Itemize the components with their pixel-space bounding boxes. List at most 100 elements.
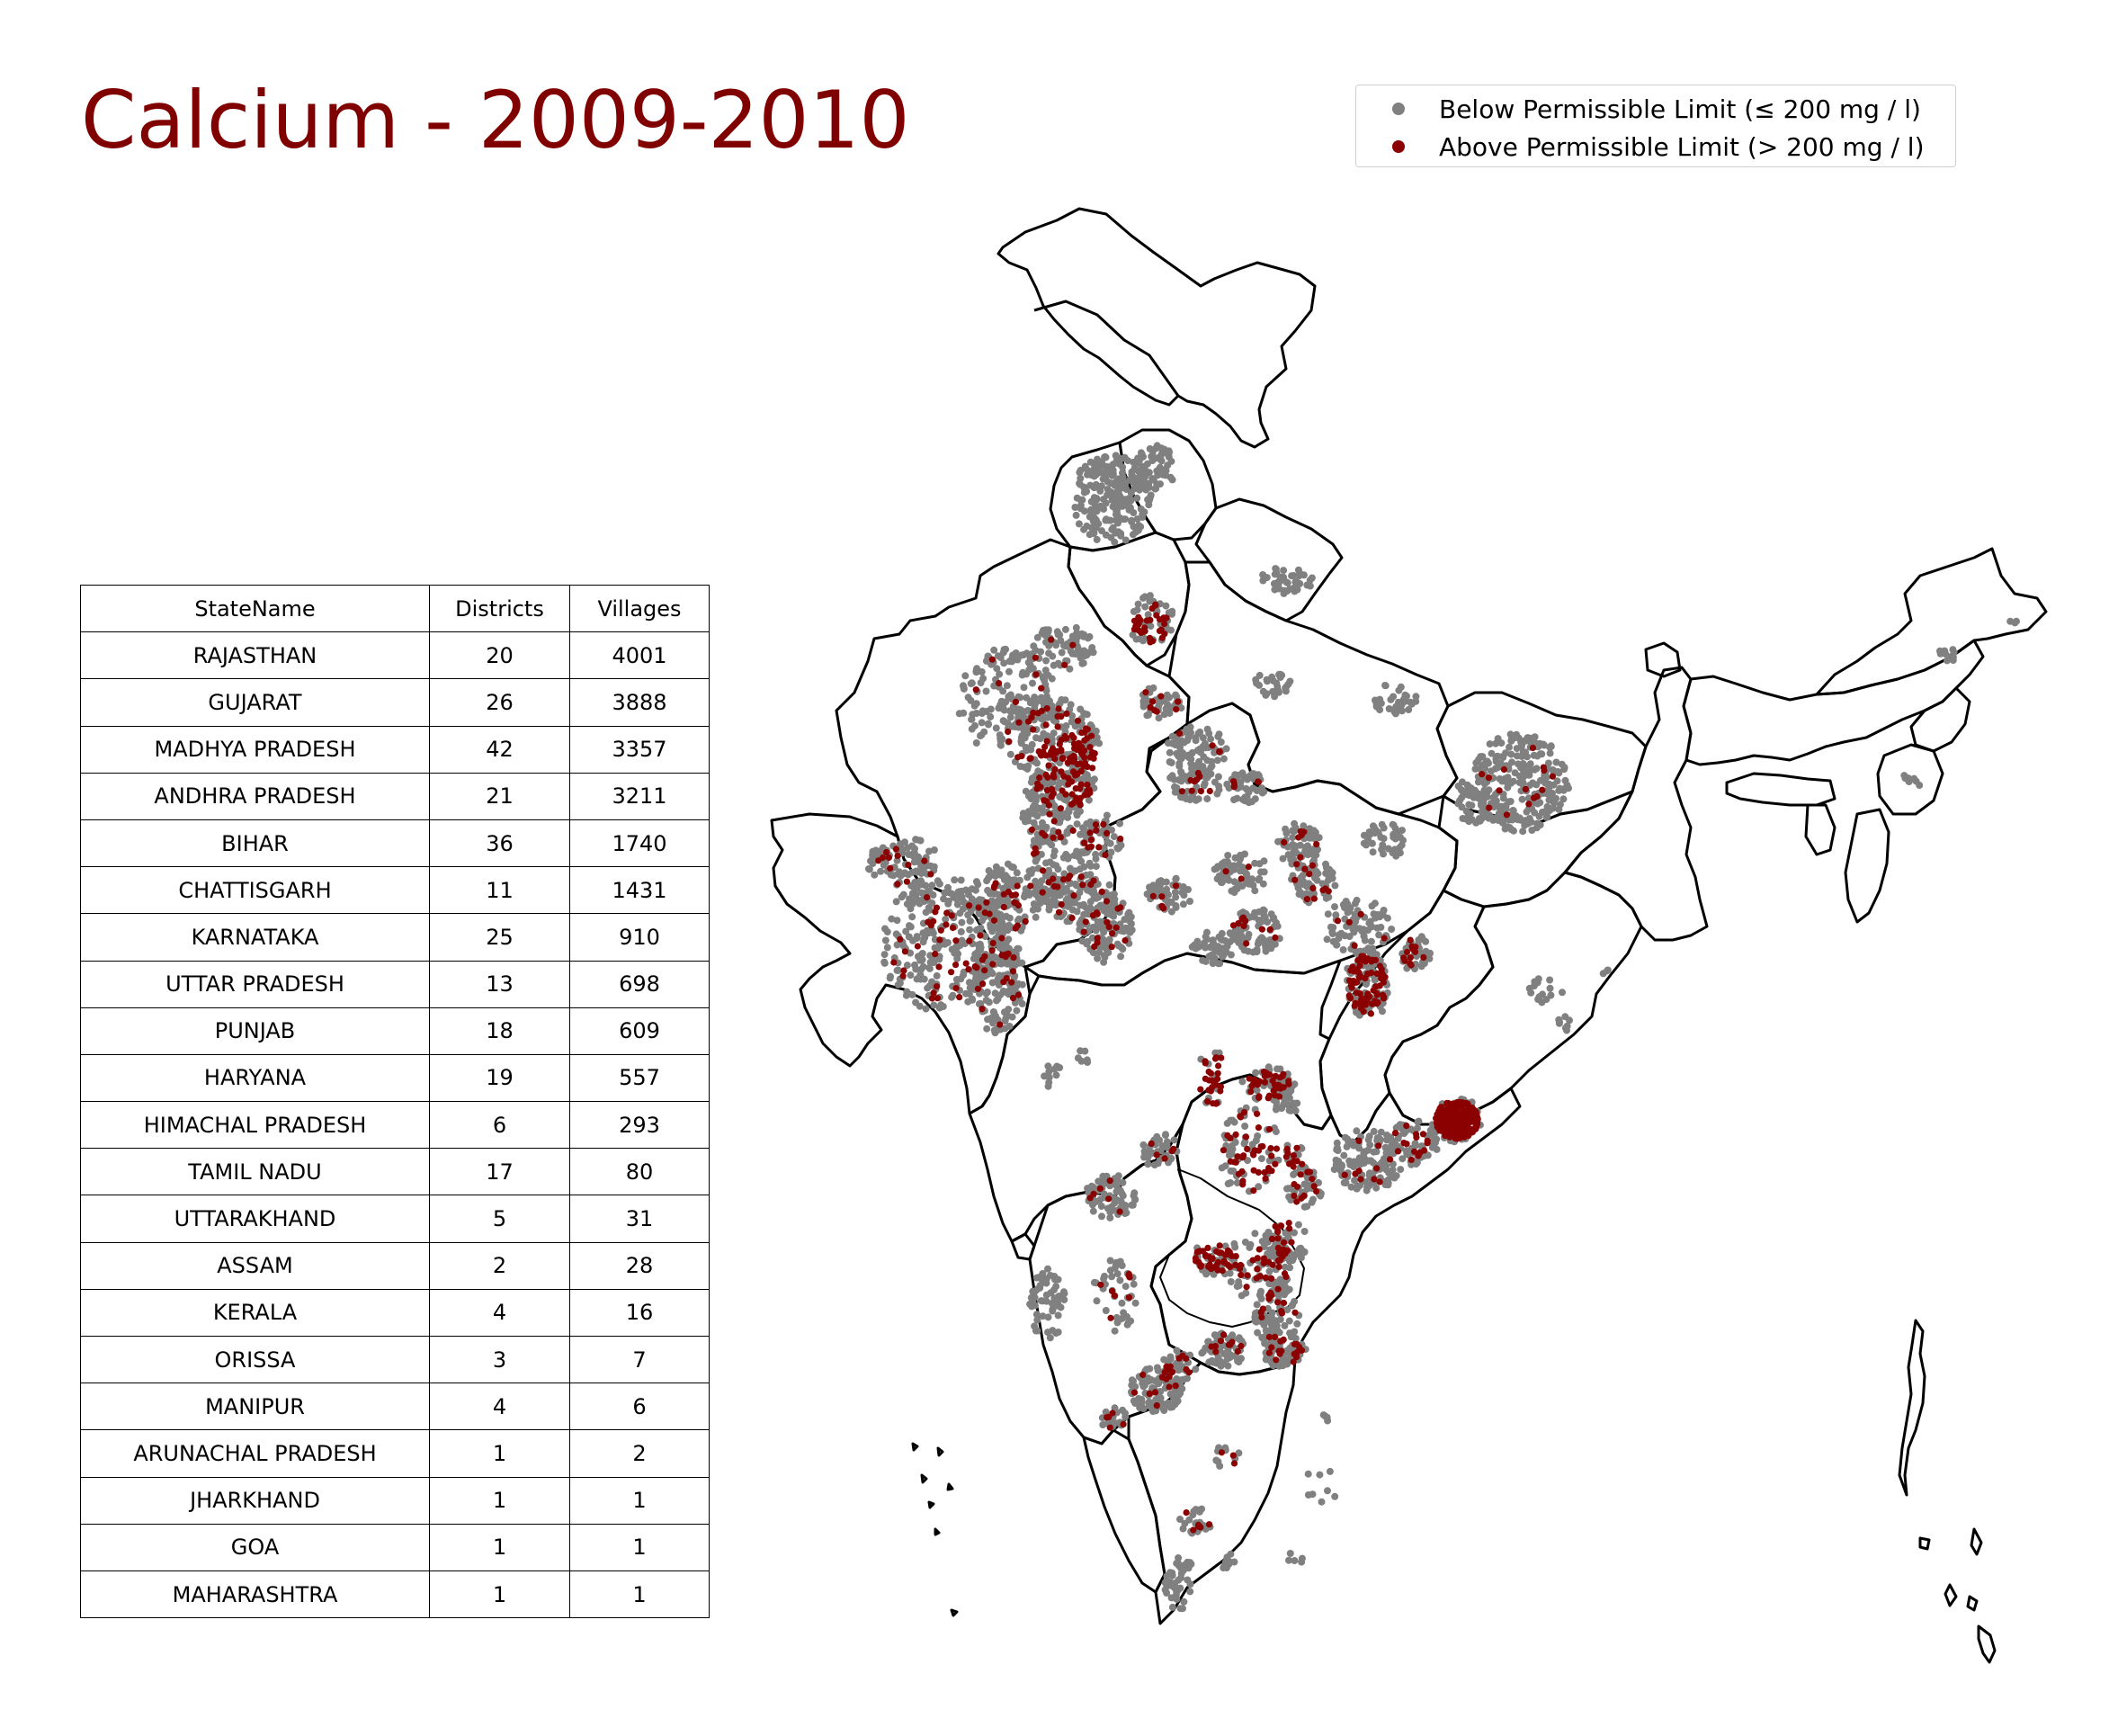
above-limit-point — [1109, 930, 1116, 937]
above-limit-point — [1045, 762, 1052, 769]
below-limit-point — [1025, 889, 1033, 897]
below-limit-point — [985, 867, 993, 874]
above-limit-point — [1271, 1081, 1278, 1088]
above-limit-point — [1031, 850, 1038, 857]
below-limit-point — [987, 921, 995, 929]
below-limit-point — [1117, 953, 1125, 961]
below-limit-point — [1085, 1188, 1093, 1196]
map-title: Calcium - 2009-2010 — [81, 74, 910, 166]
below-limit-point — [1019, 810, 1027, 818]
below-limit-point — [958, 936, 966, 944]
below-limit-point — [926, 906, 934, 914]
below-limit-point — [1188, 749, 1196, 757]
above-limit-point — [1242, 1133, 1250, 1141]
below-limit-point — [1202, 957, 1210, 965]
above-limit-point — [1090, 755, 1097, 762]
below-limit-point — [1086, 859, 1094, 867]
below-limit-point — [1180, 891, 1188, 899]
below-limit-point — [1372, 696, 1379, 704]
below-limit-point — [913, 896, 921, 904]
below-limit-point — [1515, 779, 1524, 787]
below-limit-point — [1186, 1580, 1194, 1588]
above-limit-point — [1366, 993, 1373, 1000]
above-limit-point — [1143, 617, 1150, 624]
above-limit-point — [1116, 1208, 1123, 1215]
below-limit-point — [1184, 1374, 1191, 1383]
below-limit-point — [1538, 809, 1546, 816]
below-limit-point — [1030, 819, 1038, 827]
below-limit-point — [1178, 1385, 1186, 1392]
above-limit-point — [927, 871, 934, 878]
above-limit-point — [952, 962, 960, 969]
below-limit-point — [977, 924, 985, 932]
above-limit-point — [1525, 801, 1533, 808]
below-limit-point — [983, 877, 991, 885]
districts-cell: 5 — [429, 1195, 570, 1243]
below-limit-point — [996, 737, 1005, 745]
below-limit-point — [1042, 859, 1050, 867]
below-limit-point — [972, 739, 980, 747]
below-limit-point — [1345, 908, 1354, 916]
above-limit-point — [1050, 771, 1057, 778]
below-limit-point — [957, 876, 965, 884]
below-limit-point — [1005, 944, 1014, 953]
below-limit-point — [1154, 1159, 1162, 1168]
below-limit-point — [1300, 822, 1308, 830]
above-limit-point — [883, 848, 890, 856]
below-limit-point — [1260, 868, 1268, 876]
below-limit-point — [1188, 943, 1196, 951]
below-limit-point — [1389, 849, 1397, 856]
above-limit-point — [1045, 801, 1052, 809]
above-limit-point — [1173, 706, 1180, 713]
below-limit-point — [1296, 841, 1304, 849]
below-limit-point — [1160, 1356, 1168, 1364]
below-limit-point — [1281, 1263, 1289, 1271]
above-limit-point — [1255, 1168, 1262, 1176]
above-limit-point — [1033, 785, 1041, 792]
below-limit-point — [1202, 774, 1210, 782]
above-limit-point — [1086, 1195, 1094, 1202]
below-limit-point — [1477, 753, 1485, 761]
above-limit-point — [1334, 917, 1342, 925]
below-limit-point — [981, 933, 989, 940]
below-limit-point — [1523, 808, 1531, 816]
below-limit-point — [1106, 1257, 1114, 1265]
below-limit-point — [1373, 924, 1381, 932]
below-limit-point — [911, 845, 918, 853]
below-limit-point — [1241, 1123, 1249, 1130]
below-limit-point — [1205, 953, 1213, 961]
below-limit-point — [1502, 805, 1510, 813]
below-limit-point — [1485, 786, 1493, 794]
below-limit-point — [1166, 748, 1174, 756]
below-limit-point — [1256, 935, 1265, 944]
below-limit-point — [1566, 1016, 1573, 1025]
below-limit-point — [899, 941, 907, 949]
below-limit-point — [1186, 898, 1193, 905]
below-limit-point — [1165, 453, 1173, 461]
above-limit-point — [900, 967, 907, 974]
above-limit-point — [1230, 783, 1238, 791]
below-limit-point — [1179, 900, 1187, 908]
above-limit-point — [1002, 953, 1009, 961]
below-limit-point — [1167, 626, 1175, 634]
below-limit-point — [1223, 943, 1231, 951]
above-limit-point — [894, 852, 901, 860]
above-limit-point — [927, 922, 934, 929]
below-limit-point — [1044, 1313, 1052, 1321]
above-limit-point — [1244, 1145, 1251, 1152]
below-limit-point — [1050, 1286, 1058, 1293]
below-limit-point — [987, 712, 995, 720]
below-limit-point — [1300, 881, 1309, 889]
above-limit-point — [1074, 717, 1082, 724]
below-limit-point — [1058, 696, 1066, 703]
below-limit-point — [1397, 683, 1405, 691]
above-limit-point — [1087, 837, 1095, 844]
gray-dot-icon — [1392, 103, 1405, 115]
below-limit-point — [1144, 1154, 1152, 1162]
tamil-nadu-boundary — [1127, 1356, 1297, 1625]
above-limit-point — [965, 966, 972, 973]
state-name-cell: MAHARASHTRA — [80, 1570, 430, 1619]
below-limit-point — [1485, 814, 1493, 822]
above-limit-point — [971, 962, 979, 971]
below-limit-point — [1219, 953, 1227, 961]
